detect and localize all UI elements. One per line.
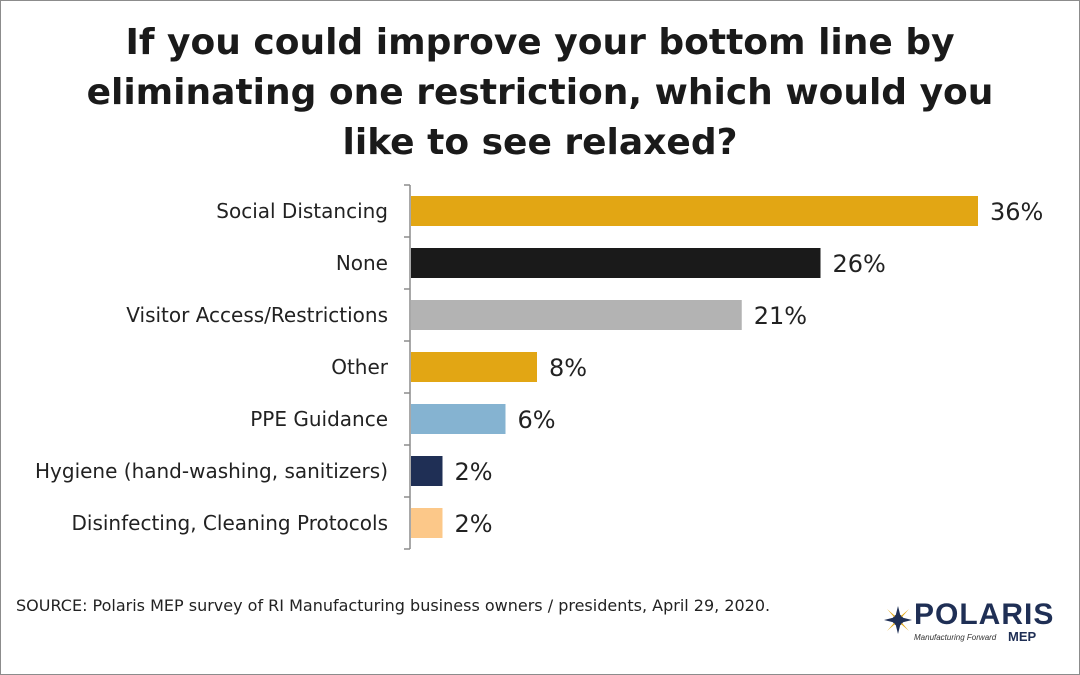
data-label-7: 2% [455,510,493,538]
data-label-2: 26% [833,250,886,278]
title-line-3: like to see relaxed? [342,122,738,163]
category-label-4: Other [331,355,389,379]
source-note: SOURCE: Polaris MEP survey of RI Manufac… [16,596,771,615]
bar-2 [411,248,821,278]
bar-7 [411,508,443,538]
category-label-1: Social Distancing [216,199,388,223]
data-label-3: 21% [754,302,807,330]
polaris-star-icon [884,606,912,634]
category-label-6: Hygiene (hand-washing, sanitizers) [35,459,388,483]
bar-3 [411,300,742,330]
title-line-1: If you could improve your bottom line by [125,22,955,63]
logo-wordmark: POLARIS [914,598,1055,631]
data-label-6: 2% [455,458,493,486]
data-label-4: 8% [549,354,587,382]
bar-6 [411,456,443,486]
title-line-2: eliminating one restriction, which would… [86,72,994,113]
category-label-2: None [336,251,388,275]
polaris-logo: POLARIS Manufacturing Forward MEP [884,598,1055,648]
category-label-5: PPE Guidance [250,407,388,431]
data-label-1: 36% [990,198,1043,226]
logo-tagline: Manufacturing Forward [914,633,997,642]
category-label-3: Visitor Access/Restrictions [126,303,388,327]
logo-mep: MEP [1008,629,1037,644]
bar-5 [411,404,506,434]
chart-title: If you could improve your bottom line by… [40,18,1040,168]
bar-1 [411,196,978,226]
bar-4 [411,352,537,382]
data-label-5: 6% [518,406,556,434]
category-label-7: Disinfecting, Cleaning Protocols [72,511,389,535]
